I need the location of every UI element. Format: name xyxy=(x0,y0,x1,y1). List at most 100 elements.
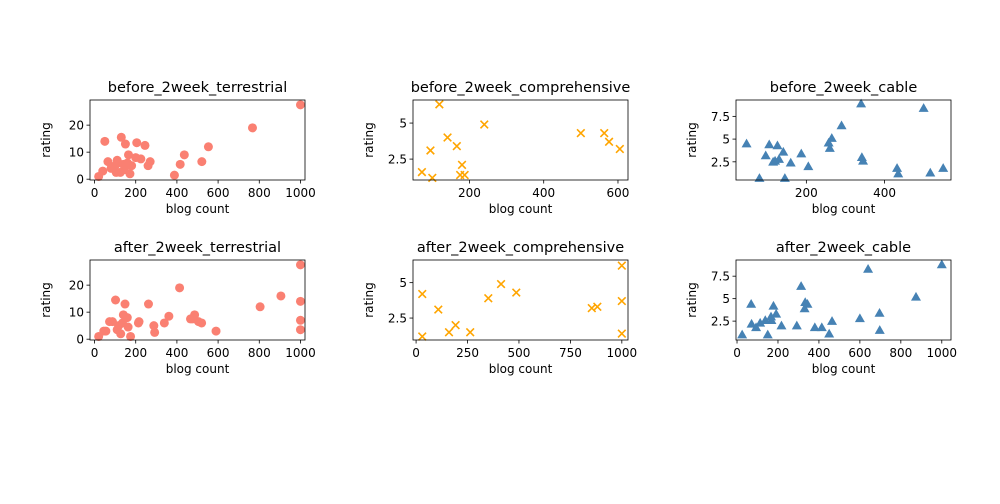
y-tick-label: 0 xyxy=(76,333,84,347)
data-point xyxy=(615,144,625,154)
data-point xyxy=(175,159,185,169)
data-point xyxy=(211,326,221,336)
data-point xyxy=(824,143,835,152)
subplot-title: after_2week_comprehensive xyxy=(417,240,624,256)
subplot-4: after_2week_comprehensive 0 250 500 750 1000 2… xyxy=(362,240,637,376)
x-axis-label: blog count xyxy=(166,202,230,216)
data-point xyxy=(893,168,904,178)
subplot-2: before_2week_cable 200 400 2.5 5 7.5 blog coun… xyxy=(685,80,952,216)
data-points xyxy=(94,260,305,341)
data-point xyxy=(755,317,766,327)
y-tick-label: 7.5 xyxy=(711,270,730,284)
x-tick-label: 0 xyxy=(412,346,420,360)
y-tick-label: 10 xyxy=(69,146,84,160)
data-point xyxy=(417,167,427,177)
y-tick-label: 5 xyxy=(722,292,730,306)
y-tick-label: 10 xyxy=(69,306,84,320)
data-point xyxy=(938,163,949,172)
data-point xyxy=(737,329,748,339)
data-point xyxy=(910,291,921,301)
data-point xyxy=(854,313,865,323)
x-tick-label: 0 xyxy=(91,346,99,360)
data-point xyxy=(433,305,443,314)
data-point xyxy=(140,140,150,150)
data-point xyxy=(483,293,493,303)
data-point xyxy=(452,141,462,151)
data-point xyxy=(496,279,506,289)
y-tick-label: 7.5 xyxy=(711,110,730,124)
y-axis-label: rating xyxy=(39,282,53,318)
x-tick-label: 0 xyxy=(733,346,741,360)
data-point xyxy=(874,308,885,317)
x-axis-label: blog count xyxy=(812,202,876,216)
data-point xyxy=(858,155,869,165)
data-point xyxy=(295,100,305,110)
x-tick-label: 600 xyxy=(607,186,630,200)
data-point xyxy=(133,318,143,328)
data-point xyxy=(164,311,174,321)
data-point xyxy=(124,150,134,160)
data-point xyxy=(617,296,627,306)
data-point xyxy=(918,103,929,112)
axes-frame xyxy=(735,259,952,341)
data-point xyxy=(295,315,305,325)
data-point xyxy=(106,163,116,173)
data-point xyxy=(762,329,773,339)
data-point xyxy=(771,308,782,318)
axes-frame xyxy=(735,99,952,181)
x-tick-label: 600 xyxy=(207,186,230,200)
x-tick-label: 400 xyxy=(165,346,188,360)
x-tick-label: 1000 xyxy=(285,186,316,200)
x-tick-label: 0 xyxy=(91,186,99,200)
data-point xyxy=(791,320,802,330)
data-point xyxy=(799,303,810,313)
data-point xyxy=(826,133,837,142)
y-tick-label: 0 xyxy=(76,173,84,187)
data-point xyxy=(856,98,867,108)
x-tick-label: 400 xyxy=(873,186,896,200)
subplot-title: after_2week_terrestrial xyxy=(114,240,281,256)
data-point xyxy=(443,133,452,142)
x-tick-label: 400 xyxy=(807,346,830,360)
data-point xyxy=(426,146,435,155)
data-point xyxy=(816,322,827,332)
data-point xyxy=(118,310,128,320)
data-point xyxy=(100,136,110,146)
axes-frame xyxy=(412,99,629,181)
x-axis-label: blog count xyxy=(489,362,553,376)
x-tick-label: 1000 xyxy=(285,346,316,360)
data-point xyxy=(796,281,807,290)
data-points xyxy=(94,100,305,181)
data-point xyxy=(936,259,947,269)
y-axis-label: rating xyxy=(39,122,53,158)
data-point xyxy=(276,291,286,301)
data-point xyxy=(150,327,160,337)
data-point xyxy=(460,170,469,180)
data-point xyxy=(169,170,179,180)
subplot-1: before_2week_comprehensive 200 400 600 2.5 5 b… xyxy=(362,80,630,216)
data-point xyxy=(105,317,115,327)
x-tick-label: 200 xyxy=(458,186,481,200)
x-tick-label: 400 xyxy=(532,186,555,200)
data-point xyxy=(768,300,779,310)
data-points xyxy=(741,98,949,182)
data-point xyxy=(802,299,813,308)
data-point xyxy=(760,150,771,160)
axes-frame xyxy=(89,99,306,181)
data-point xyxy=(576,128,586,138)
x-tick-label: 200 xyxy=(795,186,818,200)
x-tick-label: 800 xyxy=(248,186,271,200)
y-tick-label: 5 xyxy=(722,133,730,147)
axes-frame xyxy=(89,259,306,341)
data-point xyxy=(149,321,159,331)
data-point xyxy=(796,148,807,158)
data-point xyxy=(766,315,777,324)
data-point xyxy=(434,99,444,109)
data-point xyxy=(778,146,789,156)
subplot-title: after_2week_cable xyxy=(776,240,911,256)
subplot-title: before_2week_terrestrial xyxy=(108,80,288,96)
